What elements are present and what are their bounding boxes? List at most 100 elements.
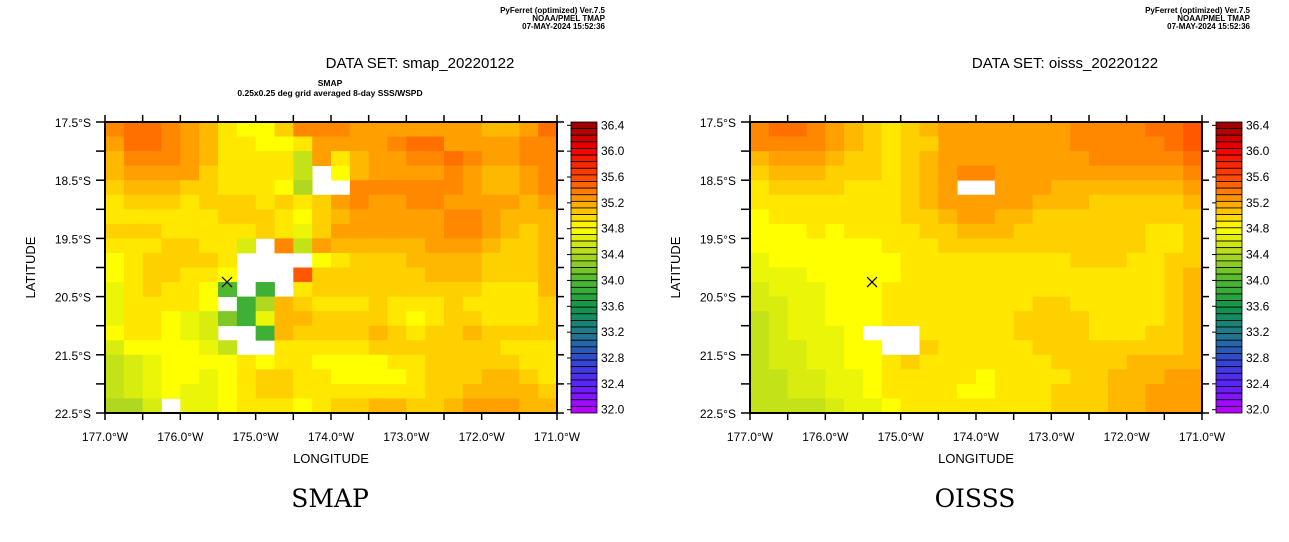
heatmap-cell bbox=[293, 151, 313, 167]
heatmap-cell bbox=[1089, 311, 1109, 327]
heatmap-cell bbox=[387, 194, 407, 210]
heatmap-cell bbox=[105, 180, 125, 196]
colorbar-swatch bbox=[1215, 273, 1243, 282]
heatmap-cell bbox=[750, 296, 770, 312]
panel-caption: OISSS bbox=[935, 484, 1016, 513]
heatmap-cell bbox=[1089, 223, 1109, 239]
heatmap-cell bbox=[406, 296, 426, 312]
heatmap-cell bbox=[312, 151, 332, 167]
heatmap-cell bbox=[142, 398, 162, 414]
colorbar-swatch bbox=[570, 405, 598, 414]
colorbar-swatch bbox=[570, 320, 598, 328]
heatmap-cell bbox=[976, 311, 996, 327]
heatmap-cell bbox=[1126, 282, 1146, 297]
heatmap-cell bbox=[938, 223, 958, 239]
heatmap-cell bbox=[938, 194, 958, 210]
heatmap-cell bbox=[1164, 398, 1184, 414]
heatmap-cell bbox=[481, 311, 501, 327]
heatmap-cell bbox=[994, 296, 1015, 312]
heatmap-cell bbox=[1032, 194, 1052, 210]
heatmap-cell bbox=[1183, 194, 1203, 210]
heatmap-cell bbox=[519, 383, 539, 399]
heatmap-cell bbox=[1107, 194, 1128, 210]
heatmap-cell bbox=[462, 398, 483, 414]
heatmap-cell bbox=[255, 223, 275, 239]
heatmap-cell bbox=[368, 340, 388, 356]
heatmap-cell bbox=[1183, 369, 1203, 385]
heatmap-cell bbox=[750, 398, 770, 414]
heatmap-cell bbox=[1089, 165, 1109, 181]
heatmap-cell bbox=[1070, 340, 1090, 356]
heatmap-cell bbox=[900, 311, 920, 327]
heatmap-cell bbox=[1032, 151, 1052, 167]
heatmap-cell bbox=[368, 398, 388, 414]
heatmap-cell bbox=[1107, 238, 1128, 254]
heatmap-cell bbox=[481, 369, 501, 385]
colorbar-label: 32.0 bbox=[601, 403, 625, 417]
heatmap-cell bbox=[387, 122, 407, 137]
heatmap-cell bbox=[425, 238, 445, 254]
heatmap-cell bbox=[331, 151, 351, 167]
heatmap-cell bbox=[368, 325, 388, 341]
heatmap-cell bbox=[1126, 369, 1146, 385]
heatmap-cell bbox=[274, 209, 294, 225]
heatmap-cell bbox=[750, 194, 770, 210]
heatmap-cell bbox=[1032, 136, 1052, 152]
heatmap-cell bbox=[1013, 238, 1033, 254]
heatmap-cell bbox=[199, 340, 219, 356]
x-tick-label: 174.0°W bbox=[308, 430, 355, 444]
heatmap-cell bbox=[844, 398, 864, 414]
heatmap-cell bbox=[994, 267, 1015, 283]
heatmap-cell bbox=[1089, 398, 1109, 414]
heatmap-cell bbox=[1013, 296, 1033, 312]
heatmap-cell bbox=[368, 223, 388, 239]
colorbar-label: 34.4 bbox=[1246, 248, 1270, 262]
heatmap-cell bbox=[462, 122, 483, 137]
colorbar-swatch bbox=[570, 134, 598, 143]
y-tick-label: 18.5°S bbox=[700, 174, 736, 188]
heatmap-cell bbox=[863, 267, 883, 283]
heatmap-cell bbox=[900, 267, 920, 283]
dataset-title: DATA SET: oisss_20220122 bbox=[972, 55, 1158, 72]
heatmap-cell bbox=[368, 383, 388, 399]
heatmap-cell bbox=[123, 180, 144, 196]
heatmap-cell bbox=[919, 151, 939, 167]
heatmap-cell bbox=[481, 398, 501, 414]
heatmap-cell bbox=[1183, 340, 1203, 356]
heatmap-cell bbox=[900, 194, 920, 210]
heatmap-cell bbox=[180, 340, 200, 356]
heatmap-cell bbox=[331, 383, 351, 399]
heatmap-cell bbox=[500, 238, 520, 254]
heatmap-cell bbox=[994, 194, 1015, 210]
heatmap-cell bbox=[462, 369, 483, 385]
heatmap-cell bbox=[919, 325, 939, 341]
heatmap-cell bbox=[406, 194, 426, 210]
colorbar-swatch bbox=[1215, 227, 1243, 235]
heatmap-cell bbox=[519, 209, 539, 225]
heatmap-cell bbox=[919, 209, 939, 225]
heatmap-cell bbox=[994, 398, 1015, 414]
heatmap-cell bbox=[900, 398, 920, 414]
heatmap-cell bbox=[312, 267, 332, 283]
colorbar-swatch bbox=[570, 181, 598, 189]
heatmap-cell bbox=[331, 282, 351, 297]
heatmap-cell bbox=[444, 165, 464, 181]
heatmap-cell bbox=[994, 223, 1015, 239]
heatmap-cell bbox=[255, 165, 275, 181]
heatmap-cell bbox=[444, 238, 464, 254]
y-tick-label: 17.5°S bbox=[700, 116, 736, 130]
heatmap-cell bbox=[312, 369, 332, 385]
heatmap-cell bbox=[1183, 311, 1203, 327]
heatmap-cell bbox=[938, 122, 958, 137]
heatmap-cell bbox=[900, 165, 920, 181]
heatmap-cell bbox=[519, 122, 539, 137]
heatmap-cell bbox=[1070, 209, 1090, 225]
heatmap-cell bbox=[1164, 340, 1184, 356]
heatmap-cell bbox=[406, 151, 426, 167]
heatmap-cell bbox=[1126, 165, 1146, 181]
heatmap-cell bbox=[1032, 165, 1052, 181]
heatmap-cell bbox=[349, 340, 370, 356]
heatmap-cell bbox=[123, 194, 144, 210]
heatmap-cell bbox=[994, 340, 1015, 356]
heatmap-cell bbox=[349, 252, 370, 268]
